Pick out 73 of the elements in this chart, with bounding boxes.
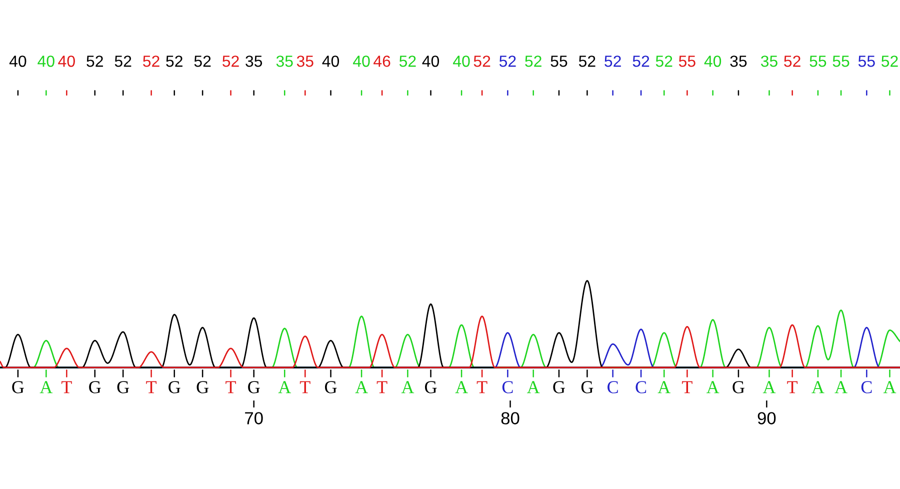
text: 40 xyxy=(38,56,54,67)
x-tick-label: 90 xyxy=(758,412,776,424)
text: 52 xyxy=(86,56,103,67)
annotation: C xyxy=(502,381,513,394)
annotation: A xyxy=(762,381,776,394)
annotation: A xyxy=(883,381,896,394)
text: 46 xyxy=(374,56,390,67)
annotation: T xyxy=(476,381,488,394)
text: 52 xyxy=(632,56,650,67)
annotation: A xyxy=(401,381,414,394)
annotation: A xyxy=(658,381,670,394)
x-tick-label: 70 xyxy=(245,412,263,424)
annotation: T xyxy=(300,381,310,394)
annotation: C xyxy=(861,381,872,394)
text: 40 xyxy=(58,56,75,67)
text: 40 xyxy=(353,56,370,67)
x-tick-label: 80 xyxy=(501,412,520,424)
text: 52 xyxy=(784,56,800,67)
annotation: G xyxy=(324,381,337,394)
text: 52 xyxy=(656,56,672,67)
text: 52 xyxy=(578,56,596,67)
text: 52 xyxy=(114,56,132,67)
annotation: G xyxy=(424,381,437,394)
text: 35 xyxy=(246,56,262,67)
text: 52 xyxy=(525,56,542,67)
text: 52 xyxy=(882,56,898,67)
text: 52 xyxy=(499,56,516,67)
annotation: A xyxy=(812,381,824,394)
annotation: G xyxy=(196,381,209,394)
text: 55 xyxy=(832,56,850,67)
text: 52 xyxy=(194,56,211,67)
text: 40 xyxy=(422,56,440,67)
annotation: A xyxy=(834,381,848,394)
text: 40 xyxy=(322,56,340,67)
text: 55 xyxy=(678,56,696,67)
text: 52 xyxy=(222,56,239,67)
text: 55 xyxy=(858,56,875,67)
text: 55 xyxy=(810,56,826,67)
text: 52 xyxy=(143,56,160,67)
annotation: G xyxy=(732,381,744,394)
annotation: G xyxy=(248,381,260,394)
annotation: T xyxy=(787,381,798,394)
text: 55 xyxy=(550,56,568,67)
annotation: T xyxy=(376,381,388,394)
annotation: G xyxy=(117,381,130,394)
annotation: A xyxy=(706,381,720,394)
text: 35 xyxy=(730,56,747,67)
annotation: G xyxy=(581,381,594,394)
annotation: G xyxy=(12,381,24,394)
text: 52 xyxy=(399,56,416,67)
text: 52 xyxy=(166,56,182,67)
text: 35 xyxy=(760,56,778,67)
annotation: A xyxy=(278,381,292,394)
annotation: G xyxy=(553,381,565,394)
annotation: A xyxy=(526,381,540,394)
annotation: A xyxy=(355,381,368,394)
annotation: C xyxy=(608,381,618,394)
annotation: T xyxy=(61,381,72,394)
text: 40 xyxy=(9,56,26,67)
annotation: A xyxy=(455,381,468,394)
annotation: T xyxy=(146,381,156,394)
annotation: T xyxy=(682,381,692,394)
annotation: T xyxy=(226,381,236,394)
text: 52 xyxy=(474,56,490,67)
text: 35 xyxy=(276,56,293,67)
annotation: G xyxy=(89,381,101,394)
annotation: A xyxy=(40,381,53,394)
text: 35 xyxy=(296,56,314,67)
annotation: C xyxy=(636,381,646,394)
text: 40 xyxy=(453,56,470,67)
annotation: G xyxy=(168,381,180,394)
text: 52 xyxy=(604,56,621,67)
text: 40 xyxy=(704,56,722,67)
